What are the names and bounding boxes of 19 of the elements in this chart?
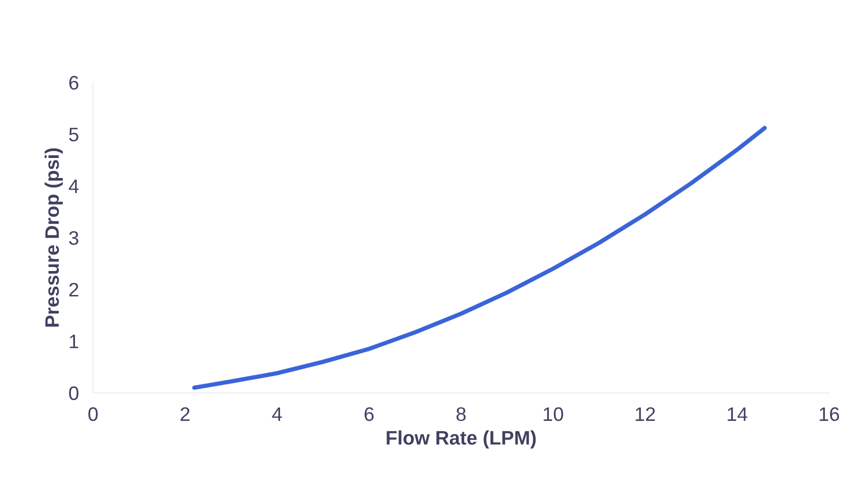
y-tick-label: 3 [69, 231, 78, 245]
x-tick-label: 8 [456, 407, 466, 422]
x-tick-label: 6 [364, 407, 374, 422]
x-tick-label: 4 [272, 407, 282, 421]
x-tick-label: 12 [636, 407, 655, 421]
x-tick-label: 14 [728, 407, 748, 421]
x-tick-label: 2 [180, 407, 190, 421]
y-tick-label: 1 [70, 334, 78, 348]
x-tick-label: 10 [544, 407, 564, 422]
y-tick-label: 5 [69, 128, 78, 142]
line-series [192, 126, 767, 390]
y-tick-label: 6 [69, 76, 78, 90]
y-tick-label: 2 [69, 282, 78, 296]
y-tick-label: 0 [69, 386, 78, 400]
x-tick-label: 0 [88, 407, 98, 422]
y-axis-title: Pressure Drop (psi) [44, 148, 63, 327]
x-tick-label: 16 [820, 407, 840, 422]
y-tick-label: 4 [68, 180, 79, 193]
x-axis-title: Flow Rate (LPM) [386, 430, 536, 449]
